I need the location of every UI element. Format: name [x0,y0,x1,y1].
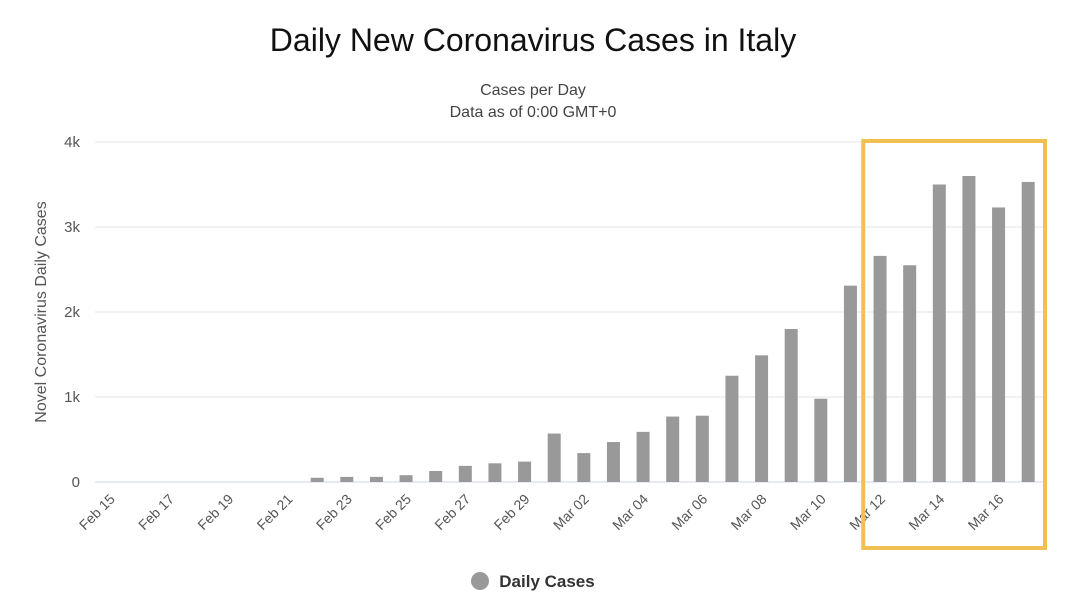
x-tick-label: Feb 15 [76,491,118,533]
bar [992,207,1006,482]
x-tick-label: Mar 08 [728,491,770,533]
bar [1021,181,1035,482]
highlight-box [861,139,1047,550]
legend-label: Daily Cases [499,572,595,591]
x-tick-label: Feb 25 [372,491,414,533]
bar [784,329,798,482]
x-tick-label: Feb 17 [135,491,177,533]
y-tick-label: 0 [72,474,80,491]
bar [606,442,620,482]
chart-title: Daily New Coronavirus Cases in Italy [269,22,797,58]
x-tick-label: Feb 21 [254,491,296,533]
x-tick-label: Mar 04 [609,491,651,533]
chart-subtitle-date: Data as of 0:00 GMT+0 [449,104,617,121]
bar [488,463,502,482]
bar [369,476,383,482]
bar [962,176,976,482]
bar [399,475,413,482]
bar [636,431,650,482]
bar [429,470,443,482]
chart-subtitle: Cases per Day [480,82,586,99]
bar [547,433,561,482]
x-tick-label: Feb 27 [431,491,473,533]
bar [695,415,709,482]
x-tick-label: Feb 19 [194,491,236,533]
x-tick-label: Feb 23 [313,491,355,533]
x-tick-label: Mar 14 [905,491,947,533]
legend[interactable]: Daily Cases [0,572,1066,592]
bar [932,184,946,482]
bar [755,355,769,482]
x-tick-label: Feb 29 [491,491,533,533]
bar [458,465,472,482]
x-tick-label: Mar 16 [965,491,1007,533]
y-tick-label: 1k [64,389,80,406]
y-tick-label: 4k [64,134,80,151]
x-tick-label: Mar 12 [846,491,888,533]
bar [873,255,887,482]
bar [843,285,857,482]
bar [340,476,354,482]
x-tick-label: Mar 10 [787,491,829,533]
y-tick-label: 2k [64,304,80,321]
y-tick-label: 3k [64,219,80,236]
bar [518,461,532,482]
bar [814,398,828,482]
bar [310,477,324,482]
bar [666,416,680,482]
x-tick-label: Mar 06 [668,491,710,533]
y-axis-label: Novel Coronavirus Daily Cases [33,201,50,422]
legend-marker [471,572,490,590]
bar [725,375,739,482]
bar [903,265,917,482]
bar [577,453,591,482]
x-tick-label: Mar 02 [550,491,592,533]
